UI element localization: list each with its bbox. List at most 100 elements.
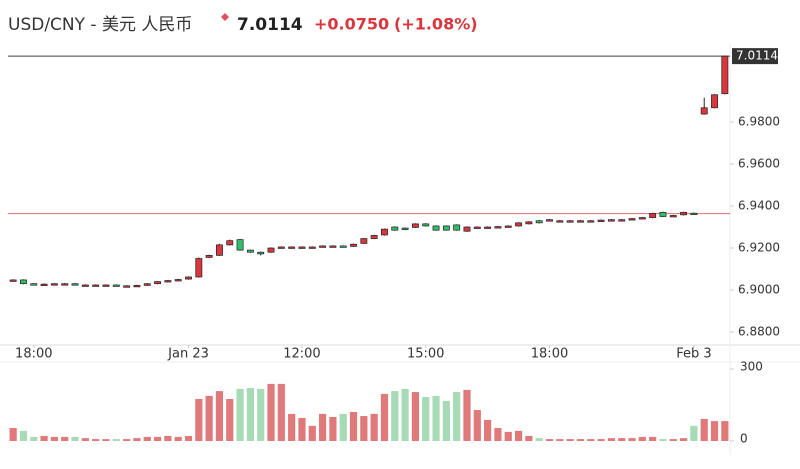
volume-bar — [422, 397, 430, 441]
candle-body — [576, 220, 584, 223]
volume-bar — [184, 435, 193, 441]
volume-bar — [453, 392, 461, 441]
volume-bar — [618, 438, 626, 441]
volume-bar — [432, 395, 440, 441]
up-icon — [221, 13, 229, 21]
candle-body — [143, 283, 151, 286]
volume-bar — [123, 439, 131, 441]
volume-bar — [679, 438, 688, 441]
y-tick-label: 6.9200 — [738, 241, 780, 255]
candle-body — [566, 220, 574, 223]
candle-body — [525, 221, 533, 225]
candle-body — [700, 107, 708, 115]
candle-body — [195, 258, 203, 278]
x-tick-label: 12:00 — [283, 347, 320, 362]
volume-bar — [226, 399, 234, 441]
candle-body — [112, 284, 120, 287]
volume-bar — [30, 436, 38, 441]
volume-bar — [349, 411, 358, 441]
volume-bar — [298, 417, 306, 441]
candle-body — [659, 211, 667, 217]
change-pct: (+1.08%) — [394, 15, 478, 34]
volume-bar — [71, 436, 79, 441]
candle-body — [690, 212, 698, 216]
volume-bar — [318, 413, 327, 441]
volume-bar — [102, 439, 110, 441]
volume-bar — [81, 438, 89, 441]
volume-bar — [153, 436, 162, 441]
last-price-label: 7.0114 — [736, 49, 778, 63]
candle-body — [401, 227, 409, 230]
volume-bar — [607, 438, 615, 441]
volume-bar — [92, 439, 100, 441]
volume-bar — [597, 439, 605, 441]
candle-body — [680, 211, 688, 216]
candle-body — [267, 247, 275, 253]
x-tick-label: Feb 3 — [676, 347, 711, 362]
volume-bar — [442, 400, 450, 441]
candle-body — [556, 220, 564, 223]
candle-body — [484, 226, 492, 229]
candle-body — [298, 246, 306, 249]
candle-body — [154, 281, 162, 285]
candle-body — [246, 249, 254, 253]
volume-bar — [556, 439, 564, 441]
volume-bar — [40, 435, 48, 441]
candle-body — [494, 226, 502, 229]
candle-body — [463, 226, 471, 232]
volume-bar — [288, 413, 296, 441]
volume-bar — [710, 421, 719, 441]
candle-body — [422, 223, 430, 227]
volume-bar — [215, 391, 224, 441]
candle-body — [61, 283, 69, 286]
volume-bar — [257, 388, 265, 441]
candle-body — [587, 220, 595, 223]
candle-body — [535, 220, 543, 224]
candle-body — [649, 213, 657, 218]
volume-tick-label: 300 — [740, 360, 763, 374]
volume-bar — [50, 436, 59, 441]
y-tick-label: 6.9600 — [738, 157, 780, 171]
candle-body — [71, 283, 79, 286]
candle-body — [504, 225, 512, 228]
volume-bar — [473, 410, 481, 441]
volume-bar — [504, 431, 512, 441]
volume-bar — [669, 439, 677, 441]
symbol-title: USD/CNY - 美元 人民币 — [8, 15, 192, 35]
candle-body — [669, 215, 677, 218]
volume-bar — [277, 383, 285, 441]
volume-bar — [339, 413, 347, 441]
candle-body — [329, 245, 337, 248]
volume-bar — [195, 399, 203, 441]
volume-bar — [370, 413, 378, 441]
volume-bar — [133, 438, 141, 441]
y-tick-label: 6.8800 — [738, 324, 780, 338]
volume-bar — [659, 439, 667, 441]
volume-bar — [514, 430, 523, 441]
volume-bar — [463, 389, 471, 441]
volume-bar — [721, 421, 729, 441]
y-tick-label: 6.9800 — [738, 115, 780, 129]
volume-bar — [164, 435, 172, 441]
candle-body — [411, 223, 419, 228]
volume-bar — [545, 439, 554, 441]
volume-bar — [638, 436, 646, 441]
volume-bar — [267, 383, 275, 441]
volume-bar — [9, 428, 17, 441]
candle-body — [618, 219, 626, 222]
candle-body — [638, 217, 646, 220]
volume-bar — [236, 388, 244, 441]
candle-body — [453, 224, 461, 231]
candle-body — [123, 285, 131, 288]
candle-body — [133, 285, 141, 288]
candle-body — [174, 279, 182, 282]
candle-body — [370, 235, 378, 239]
candle-body — [546, 219, 553, 222]
volume-bar — [391, 391, 399, 441]
candle-body — [339, 245, 347, 248]
volume-bar — [205, 395, 213, 441]
price: 7.0114 — [237, 15, 303, 35]
candle-body — [442, 225, 450, 231]
